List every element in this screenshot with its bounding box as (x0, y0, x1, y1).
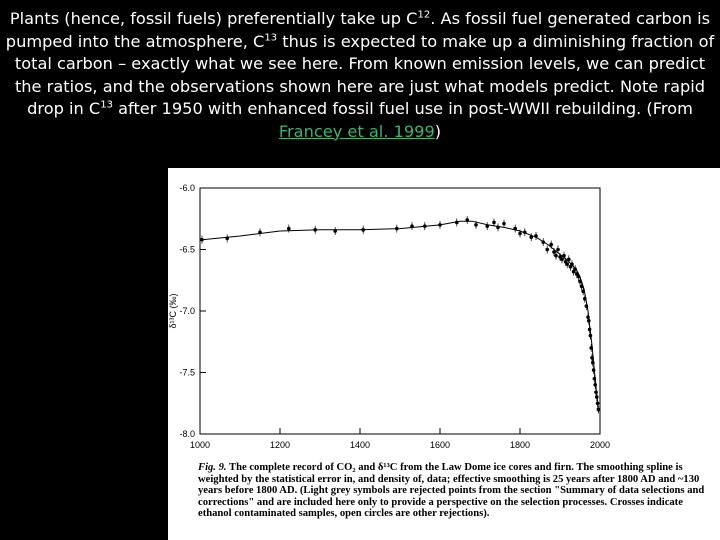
slide-header-text: Plants (hence, fossil fuels) preferentia… (0, 8, 720, 143)
y-tick-label: -8.0 (179, 429, 195, 439)
header-text-part4: after 1950 with enhanced fossil fuel use… (112, 99, 693, 118)
figure-caption: Fig. 9. The complete record of CO₂ and δ… (198, 462, 714, 520)
data-point (556, 247, 560, 252)
data-point (581, 289, 585, 294)
y-tick-label: -6.0 (179, 183, 195, 193)
data-point (518, 231, 522, 236)
data-point (554, 253, 558, 258)
data-point (567, 257, 571, 262)
data-point (258, 230, 262, 235)
data-point (565, 262, 569, 267)
data-point (593, 383, 597, 387)
caption-text: The complete record of CO₂ and δ¹³C from… (198, 462, 705, 520)
plot-frame (199, 187, 601, 435)
data-point (492, 220, 496, 225)
header-text-part2: . As fossil fuel generated carbon is pum… (5, 9, 711, 51)
x-tick-label: 1200 (270, 440, 290, 450)
x-tick-label: 2000 (590, 440, 610, 450)
data-point (410, 224, 414, 228)
data-point (529, 235, 533, 239)
data-point (592, 376, 597, 381)
data-point (502, 221, 506, 226)
citation-link[interactable]: Francey et al. 1999 (278, 121, 435, 141)
data-point (200, 237, 204, 242)
x-tick-label: 1000 (190, 440, 210, 450)
data-point (562, 253, 566, 258)
data-point (576, 274, 581, 279)
data-point (595, 395, 599, 399)
data-point (541, 240, 545, 244)
data-point (583, 296, 587, 301)
y-tick-label: -7.5 (179, 368, 195, 378)
data-point (485, 224, 490, 228)
data-point (333, 229, 337, 233)
data-point (558, 255, 562, 259)
data-point (474, 223, 478, 227)
data-point (578, 279, 582, 284)
data-point (560, 257, 564, 262)
data-point (573, 267, 577, 271)
data-point (552, 250, 556, 254)
data-point (587, 319, 591, 323)
data-point (455, 220, 459, 225)
data-point (570, 262, 574, 267)
y-axis-label: δ¹³C (‰) (168, 293, 178, 328)
header-text-part1: Plants (hence, fossil fuels) preferentia… (9, 9, 418, 28)
data-point (591, 368, 596, 372)
header-text-part5: ) (434, 121, 442, 141)
data-point (423, 224, 427, 228)
superscript-13: 13 (264, 32, 278, 44)
x-tick-label: 1600 (430, 440, 450, 450)
data-point (588, 333, 593, 338)
data-point (534, 234, 538, 238)
x-tick-label: 1400 (350, 440, 370, 450)
data-point (549, 242, 553, 247)
data-point (579, 284, 584, 289)
data-point (595, 401, 600, 406)
data-point (361, 228, 365, 232)
data-point (587, 327, 592, 332)
data-point (586, 315, 590, 319)
y-tick-label: -6.5 (179, 245, 195, 255)
data-point (590, 355, 594, 360)
data-point (313, 228, 317, 232)
superscript-13-second: 13 (100, 99, 113, 111)
data-point (438, 223, 442, 227)
data-point (589, 346, 593, 350)
figure-panel: -6.0 -6.5 -7.0 -7.5 -8.0 1000 1200 1400 1600 1800… (168, 168, 720, 540)
data-point (591, 360, 595, 365)
y-tick-label: -7.0 (179, 306, 195, 316)
data-point (545, 247, 549, 252)
caption-label: Fig. 9. (198, 462, 227, 473)
data-point (594, 390, 598, 394)
data-point (584, 304, 589, 308)
superscript-12: 12 (417, 9, 431, 21)
data-point (496, 225, 500, 230)
data-point (513, 226, 517, 231)
data-point (225, 236, 229, 241)
x-tick-label: 1800 (510, 440, 530, 450)
data-point (395, 226, 399, 231)
data-point (596, 407, 601, 412)
header-text-part3: thus is expected to make up a diminishin… (14, 31, 715, 119)
data-point (465, 218, 470, 222)
data-point (523, 230, 527, 235)
smoothing-spline (201, 220, 599, 412)
data-point (287, 226, 291, 231)
